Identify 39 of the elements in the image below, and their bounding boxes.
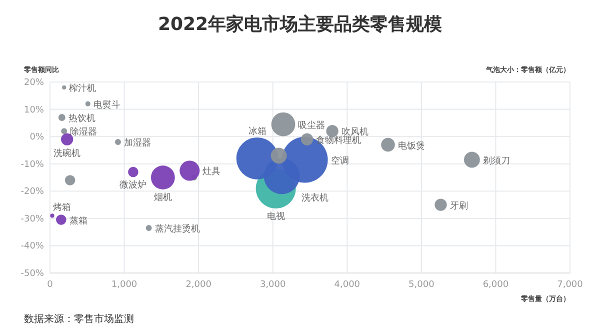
ytick: 20% (24, 78, 44, 88)
ytick: -20% (20, 187, 44, 198)
ytick: -40% (20, 242, 44, 252)
source: 数据来源：零售市场监测 (24, 314, 134, 325)
point-label: 榨汁机 (69, 84, 96, 94)
point-label: 剃须刀 (482, 156, 510, 166)
point-label: 空调 (330, 156, 349, 166)
xtick: 0 (47, 280, 53, 290)
xtick: 4,000 (334, 280, 360, 290)
point-label: 灶具 (202, 167, 221, 178)
xtick: 7,000 (557, 280, 583, 290)
point-label: 牙刷 (450, 201, 468, 212)
ytick: 0% (30, 132, 44, 143)
xtick: 1,000 (111, 280, 138, 290)
point-label: 蒸汽挂烫机 (154, 224, 200, 234)
xtick: 3,000 (260, 280, 286, 290)
point-label: 吸尘器 (298, 120, 326, 131)
point-label: 微波炉 (120, 180, 147, 191)
ytick: -10% (20, 160, 44, 170)
point-label: 食物料理机 (316, 136, 362, 146)
point-label: 洗碗机 (54, 148, 81, 159)
xtick: 5,000 (408, 280, 434, 290)
point-label: 加湿器 (124, 138, 151, 149)
point-label: 电饭煲 (398, 141, 425, 152)
point-label: 电视 (266, 212, 285, 222)
point-label: 除湿器 (70, 128, 98, 138)
point-label: 烟机 (154, 192, 172, 203)
ytick: -50% (20, 269, 44, 279)
point-label: 电熨斗 (93, 100, 120, 110)
ytick: -30% (20, 214, 44, 224)
title: 2022年家电市场主要品类零售规模 (158, 14, 442, 35)
point-label: 烤箱 (53, 203, 72, 214)
point-label: 蒸箱 (69, 216, 88, 226)
point-label: 洗衣机 (302, 194, 329, 204)
ytick: 10% (24, 105, 44, 116)
xtick: 6,000 (482, 280, 509, 290)
point-label: 冰箱 (248, 126, 266, 137)
xtick: 2,000 (186, 280, 212, 290)
point-label: 热饮机 (68, 114, 96, 124)
